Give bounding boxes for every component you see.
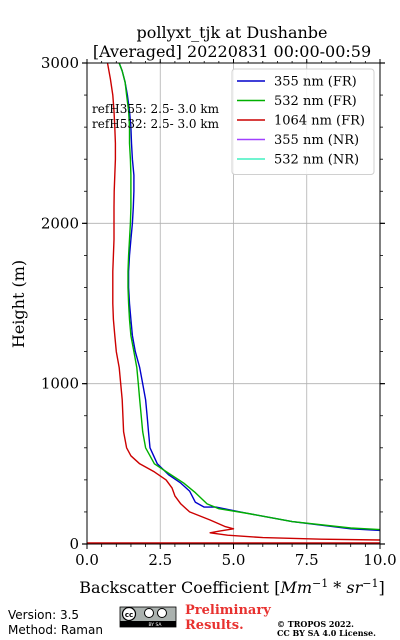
legend-entry: 355 nm (NR) xyxy=(274,133,359,148)
cc-badge-text: BY SA xyxy=(148,622,162,628)
preliminary-text-line-1: Preliminary xyxy=(185,603,271,618)
x-axis-label-mid: * xyxy=(328,578,346,597)
series-line-1 xyxy=(118,63,380,531)
chart-title-line-1: pollyxt_tjk at Dushanbe xyxy=(136,23,327,42)
x-tick-label: 5.0 xyxy=(222,551,246,569)
x-axis-label-suffix: ] xyxy=(378,578,384,597)
axis-ticks: 0.0 2.5 5.0 7.5 10.0 0 1000 2000 3000 xyxy=(41,54,397,569)
x-axis-label-unit-sr: sr xyxy=(346,578,363,597)
y-axis-label: Height (m) xyxy=(9,260,28,348)
x-axis-label: Backscatter Coefficient [Mm−1 * sr−1] xyxy=(79,577,384,597)
x-axis-label-exp-2: −1 xyxy=(362,577,378,590)
legend-entry: 1064 nm (FR) xyxy=(274,114,365,129)
attribution-icon xyxy=(144,608,154,618)
preliminary-text-line-2: Results. xyxy=(185,618,244,633)
cc-logo-icon xyxy=(121,606,137,622)
x-axis-label-unit-mm: Mm xyxy=(279,578,312,597)
annotation-refh532: refH532: 2.5- 3.0 km xyxy=(92,117,220,131)
share-alike-icon xyxy=(157,608,167,618)
version-text: Version: 3.5 xyxy=(8,608,79,622)
method-text: Method: Raman xyxy=(8,623,103,637)
legend-entry: 355 nm (FR) xyxy=(274,75,357,90)
y-tick-label: 3000 xyxy=(41,54,79,72)
legend-entry: 532 nm (FR) xyxy=(274,94,357,109)
legend-entry: 532 nm (NR) xyxy=(274,153,359,168)
x-tick-label: 0.0 xyxy=(75,551,99,569)
copyright-line-2: CC BY SA 4.0 License. xyxy=(277,628,376,638)
copyright-line-1: © TROPOS 2022. xyxy=(277,619,354,629)
y-tick-label: 0 xyxy=(69,535,79,553)
x-axis-label-prefix: Backscatter Coefficient [ xyxy=(79,578,280,597)
cc-license-badge: cc BY SA xyxy=(119,606,177,628)
series-line-0 xyxy=(118,63,380,532)
legend-box xyxy=(231,68,375,175)
series-line-2 xyxy=(106,63,380,541)
svg-text:cc: cc xyxy=(125,611,133,619)
x-tick-label: 2.5 xyxy=(148,551,172,569)
y-tick-label: 1000 xyxy=(41,375,79,393)
x-axis-label-exp-1: −1 xyxy=(312,577,328,590)
y-tick-label: 2000 xyxy=(41,214,79,232)
x-tick-label: 7.5 xyxy=(295,551,319,569)
annotation-refh355: refH355: 2.5- 3.0 km xyxy=(92,102,220,116)
x-tick-label: 10.0 xyxy=(363,551,396,569)
cc-badge-strip xyxy=(120,621,176,627)
chart-title-line-2: [Averaged] 20220831 00:00-00:59 xyxy=(93,42,371,61)
legend: 355 nm (FR) 532 nm (FR) 1064 nm (FR) 355 nm… xyxy=(231,68,375,175)
series-layer xyxy=(87,63,380,544)
